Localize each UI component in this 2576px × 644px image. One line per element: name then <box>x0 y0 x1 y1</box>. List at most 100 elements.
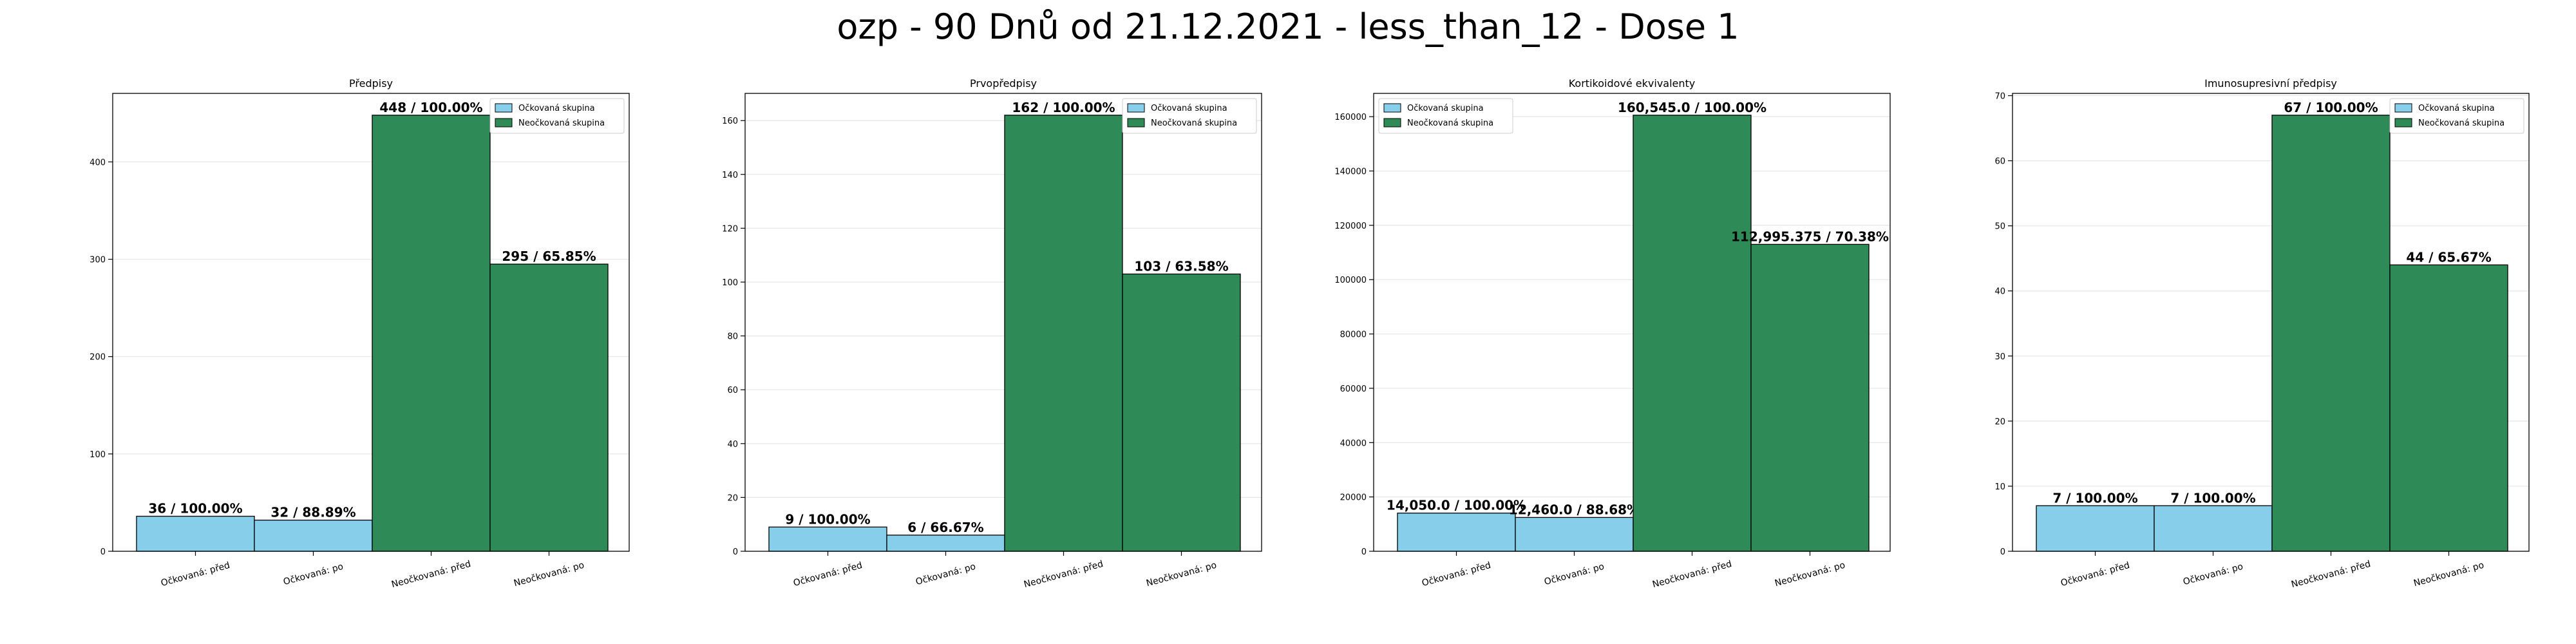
data-label: 103 / 63.58% <box>1134 258 1228 274</box>
plot-frame <box>1373 93 1891 552</box>
legend-swatch-unvaccinated <box>1127 118 1145 128</box>
y-tick-label: 160000 <box>1334 113 1367 122</box>
chart-imunosupresivni-predpisy: 0 10 20 30 40 50 60 70 7 / 100.00% Očkovaná: před… <box>1994 77 2530 590</box>
y-tick-label: 200 <box>90 353 106 363</box>
x-tick-label: Neočkovaná: před <box>2290 559 2372 590</box>
legend-swatch-vaccinated <box>1383 103 1401 113</box>
bar <box>1397 513 1516 552</box>
bar <box>886 535 1005 552</box>
bar <box>1515 516 1634 552</box>
y-tick-label: 20000 <box>1340 493 1367 503</box>
x-tick-label: Neočkovaná: po <box>1774 560 1846 589</box>
bar <box>489 263 609 552</box>
y-tick-label: 100000 <box>1334 276 1367 285</box>
bar <box>768 526 887 552</box>
data-label: 36 / 100.00% <box>148 501 242 516</box>
x-tick-label: Očkovaná: po <box>1543 562 1605 587</box>
data-label: 9 / 100.00% <box>785 511 870 527</box>
legend-label-vaccinated: Očkovaná skupina <box>518 104 595 113</box>
data-label: 67 / 100.00% <box>2284 100 2378 115</box>
chart-title: Imunosupresivní předpisy <box>2204 77 2337 90</box>
legend-box <box>2389 98 2524 134</box>
data-label: 44 / 65.67% <box>2406 249 2491 265</box>
bar <box>2271 115 2391 552</box>
legend-label-vaccinated: Očkovaná skupina <box>1151 104 1227 113</box>
x-tick-label: Očkovaná: po <box>914 562 977 587</box>
x-tick-label: Očkovaná: před <box>792 560 864 589</box>
chart-kortikoidove-ekvivalenty: 0 20000 40000 60000 80000 100000 120000 140000 1… <box>1334 77 1891 590</box>
y-tick-label: 60 <box>727 386 738 395</box>
bar <box>372 115 491 552</box>
legend-swatch-unvaccinated <box>1383 118 1401 128</box>
y-tick-label: 60000 <box>1340 384 1367 394</box>
y-tick-label: 0 <box>1361 547 1367 557</box>
plot-frame <box>112 93 630 552</box>
data-label: 162 / 100.00% <box>1012 100 1115 115</box>
y-tick-label: 120 <box>722 224 738 234</box>
legend-box <box>1378 98 1513 134</box>
y-tick-label: 70 <box>1994 92 2005 102</box>
legend-box <box>1122 98 1257 134</box>
y-tick-label: 0 <box>2000 547 2005 557</box>
y-tick-label: 20 <box>727 493 738 503</box>
data-label: 7 / 100.00% <box>2052 490 2137 506</box>
chart-title: Kortikoidové ekvivalenty <box>1569 77 1696 90</box>
legend-swatch-vaccinated <box>2394 103 2412 113</box>
bar <box>254 519 373 552</box>
bar <box>1750 243 1870 552</box>
legend-swatch-unvaccinated <box>495 118 513 128</box>
data-label: 160,545.0 / 100.00% <box>1618 100 1766 115</box>
x-tick-label: Neočkovaná: před <box>1023 559 1104 590</box>
chart-prvopredpisy: 0 20 40 60 80 100 120 140 160 9 / 100.00% Očkovaná… <box>722 77 1262 590</box>
x-tick-label: Očkovaná: před <box>2060 560 2131 589</box>
data-label: 112,995.375 / 70.38% <box>1731 229 1889 244</box>
y-tick-label: 160 <box>722 117 738 126</box>
x-tick-label: Očkovaná: po <box>2182 562 2244 587</box>
plot-frame <box>744 93 1262 552</box>
plot-frame <box>2012 93 2530 552</box>
figure-title: ozp - 90 Dnů od 21.12.2021 - less_than_1… <box>837 6 1739 47</box>
legend-swatch-vaccinated <box>495 103 513 113</box>
legend: Očkovaná skupina Neočkovaná skupina <box>1378 98 1513 134</box>
bar <box>2154 505 2273 552</box>
y-tick-label: 30 <box>1994 352 2005 362</box>
y-tick-label: 20 <box>1994 417 2005 427</box>
x-tick-label: Neočkovaná: po <box>513 560 585 589</box>
legend-label-unvaccinated: Neočkovaná skupina <box>518 118 605 128</box>
legend-label-unvaccinated: Neočkovaná skupina <box>1151 118 1237 128</box>
legend-swatch-unvaccinated <box>2394 118 2412 128</box>
y-tick-label: 40 <box>727 440 738 450</box>
y-tick-label: 40000 <box>1340 439 1367 448</box>
y-tick-label: 400 <box>90 158 106 167</box>
y-tick-label: 50 <box>1994 222 2005 232</box>
y-tick-label: 40 <box>1994 287 2005 297</box>
y-tick-label: 140 <box>722 171 738 180</box>
x-tick-label: Očkovaná: před <box>1421 560 1492 589</box>
y-tick-label: 120000 <box>1334 222 1367 231</box>
legend: Očkovaná skupina Neočkovaná skupina <box>1122 98 1257 134</box>
x-tick-label: Očkovaná: před <box>160 560 231 589</box>
legend: Očkovaná skupina Neočkovaná skupina <box>2389 98 2524 134</box>
bar <box>1004 115 1123 552</box>
y-tick-label: 0 <box>100 547 106 557</box>
legend-swatch-vaccinated <box>1127 103 1145 113</box>
legend-label-vaccinated: Očkovaná skupina <box>2418 104 2495 113</box>
y-tick-label: 140000 <box>1334 167 1367 177</box>
data-label: 12,460.0 / 88.68% <box>1509 502 1640 517</box>
x-tick-label: Neočkovaná: před <box>1651 559 1733 590</box>
data-label: 14,050.0 / 100.00% <box>1387 498 1526 513</box>
data-label: 32 / 88.89% <box>270 505 355 520</box>
bar <box>2036 505 2155 552</box>
x-tick-label: Očkovaná: po <box>282 562 345 587</box>
y-tick-label: 10 <box>1994 482 2005 492</box>
x-tick-label: Neočkovaná: po <box>2412 560 2485 589</box>
legend-box <box>489 98 625 134</box>
y-tick-label: 0 <box>733 547 738 557</box>
x-tick-label: Neočkovaná: po <box>1145 560 1218 589</box>
legend-label-vaccinated: Očkovaná skupina <box>1407 104 1484 113</box>
chart-title: Prvopředpisy <box>970 77 1037 90</box>
x-tick-label: Neočkovaná: před <box>390 559 472 590</box>
bar <box>2389 264 2508 552</box>
y-tick-label: 100 <box>90 450 106 460</box>
legend: Očkovaná skupina Neočkovaná skupina <box>489 98 625 134</box>
